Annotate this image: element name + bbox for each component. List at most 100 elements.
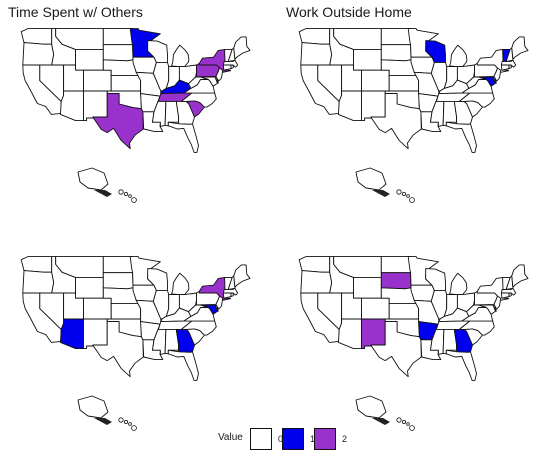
state-nj (215, 295, 224, 310)
state-ia (410, 56, 435, 74)
state-wy (75, 276, 104, 299)
map-title: Work Outside Home (286, 4, 412, 20)
legend: Value 0 1 2 (0, 426, 550, 456)
state-ct (500, 64, 510, 71)
state-az (60, 90, 84, 122)
state-me (233, 264, 251, 288)
state-sd (380, 44, 412, 62)
state-ct (222, 292, 232, 299)
state-ak (355, 395, 387, 419)
state-ak-panhandle (372, 418, 390, 425)
state-fl (167, 121, 199, 153)
state-hi-island (131, 425, 137, 431)
us-state-map (298, 256, 529, 431)
state-ak-panhandle (94, 190, 112, 197)
state-nj (493, 295, 502, 310)
state-fl (445, 349, 477, 381)
state-sd (380, 272, 412, 290)
state-wy (75, 48, 104, 71)
state-co (83, 297, 112, 320)
state-tx (370, 321, 422, 378)
legend-label: 0 (278, 434, 284, 444)
state-ma (222, 287, 239, 296)
map-panel: Work Outside Home (286, 4, 550, 214)
state-hi-island (409, 197, 415, 203)
state-ks (110, 74, 142, 92)
state-ia (132, 56, 157, 74)
state-wy (353, 48, 382, 71)
state-wy (353, 276, 382, 299)
state-hi-island (124, 191, 129, 196)
state-wa (20, 256, 53, 273)
state-ak (355, 167, 387, 191)
us-state-map (20, 256, 251, 431)
state-wa (20, 28, 53, 45)
state-ma (222, 59, 239, 68)
state-hi-island (402, 419, 407, 424)
state-ks (388, 302, 420, 320)
state-ak-panhandle (372, 190, 390, 197)
state-mi (449, 272, 468, 296)
state-hi-island (406, 194, 410, 198)
legend-swatch (282, 428, 304, 450)
map-panel: Time Spent w/ Others (8, 4, 278, 214)
state-nm (83, 90, 108, 122)
us-state-map (20, 28, 251, 203)
state-nd (102, 28, 134, 46)
legend-swatch (250, 428, 272, 450)
state-az (338, 90, 362, 122)
state-nd (380, 28, 412, 46)
state-ks (110, 302, 142, 320)
state-tx (92, 93, 144, 150)
state-nj (215, 67, 224, 82)
state-co (83, 69, 112, 92)
state-nm (83, 318, 108, 350)
state-hi-island (396, 417, 402, 423)
state-ms (152, 100, 167, 127)
state-wa (298, 28, 331, 45)
state-hi-island (131, 197, 137, 203)
state-az (60, 318, 84, 350)
legend-swatch (314, 428, 336, 450)
state-ia (132, 284, 157, 302)
state-ma (500, 287, 517, 296)
state-mi (171, 272, 190, 296)
state-ak (77, 167, 109, 191)
state-mi (171, 44, 190, 68)
state-ms (152, 328, 167, 355)
state-mi (449, 44, 468, 68)
legend-label: 1 (310, 434, 316, 444)
state-ks (388, 74, 420, 92)
state-hi-island (406, 422, 410, 426)
state-tx (370, 93, 422, 150)
state-hi-island (409, 425, 415, 431)
state-ms (430, 328, 445, 355)
state-ma (500, 59, 517, 68)
state-nd (102, 256, 134, 274)
map-title: Time Spent w/ Others (8, 4, 143, 20)
state-hi-island (118, 417, 124, 423)
state-hi-island (128, 194, 132, 198)
state-or (22, 42, 55, 66)
state-az (338, 318, 362, 350)
legend-label: 2 (342, 434, 348, 444)
state-wa (298, 256, 331, 273)
state-ia (410, 284, 435, 302)
us-state-map (298, 28, 529, 203)
state-nm (361, 90, 386, 122)
state-hi-island (402, 191, 407, 196)
state-hi-island (128, 422, 132, 426)
state-hi-island (118, 189, 124, 195)
state-ak-panhandle (94, 418, 112, 425)
state-fl (445, 121, 477, 153)
state-nm (361, 318, 386, 350)
state-co (361, 69, 390, 92)
state-me (233, 36, 251, 60)
state-sd (102, 272, 134, 290)
state-or (300, 270, 333, 294)
state-me (511, 36, 529, 60)
state-or (300, 42, 333, 66)
state-ct (500, 292, 510, 299)
map-panel (286, 232, 550, 442)
state-nj (493, 67, 502, 82)
